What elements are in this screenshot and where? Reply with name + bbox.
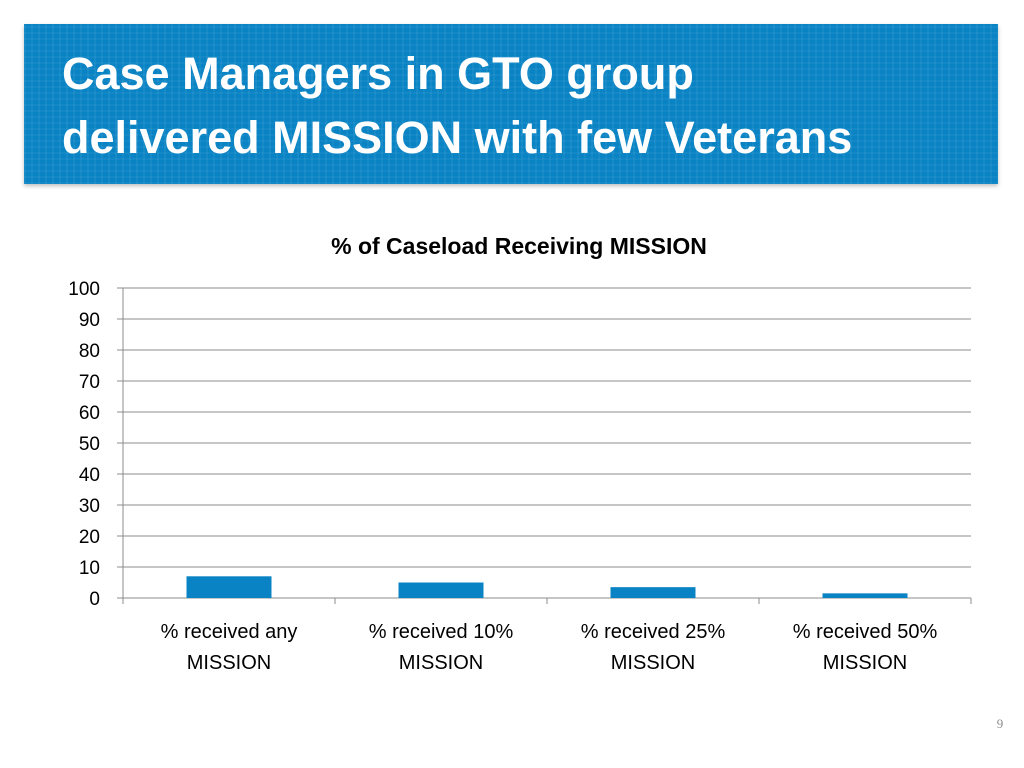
y-tick-label: 0 [89, 589, 100, 610]
chart-title: % of Caseload Receiving MISSION [331, 233, 707, 259]
bar [822, 593, 908, 598]
bar [610, 587, 696, 598]
title-banner: Case Managers in GTO group delivered MIS… [24, 24, 998, 184]
slide-title-line-2: delivered MISSION with few Veterans [62, 112, 853, 163]
y-tick-label: 60 [79, 403, 100, 424]
x-tick-label: MISSION [187, 652, 271, 674]
x-tick-label: % received 50% [793, 621, 938, 643]
y-tick-label: 40 [79, 465, 100, 486]
y-tick-label: 100 [68, 279, 100, 300]
slide-title-line-1: Case Managers in GTO group [62, 48, 694, 99]
x-tick-label: MISSION [823, 652, 907, 674]
y-tick-label: 10 [79, 558, 100, 579]
bar [398, 582, 484, 598]
slide-title: Case Managers in GTO group delivered MIS… [62, 42, 982, 170]
bar [186, 576, 272, 598]
x-tick-label: % received any [161, 621, 298, 643]
y-tick-label: 80 [79, 341, 100, 362]
y-tick-label: 90 [79, 310, 100, 331]
y-tick-label: 70 [79, 372, 100, 393]
page-number: 9 [996, 716, 1004, 731]
x-tick-label: MISSION [399, 652, 483, 674]
x-tick-label: % received 10% [369, 621, 514, 643]
x-tick-label: % received 25% [581, 621, 726, 643]
y-tick-label: 50 [79, 434, 100, 455]
y-tick-label: 30 [79, 496, 100, 517]
y-tick-label: 20 [79, 527, 100, 548]
x-tick-label: MISSION [611, 652, 695, 674]
